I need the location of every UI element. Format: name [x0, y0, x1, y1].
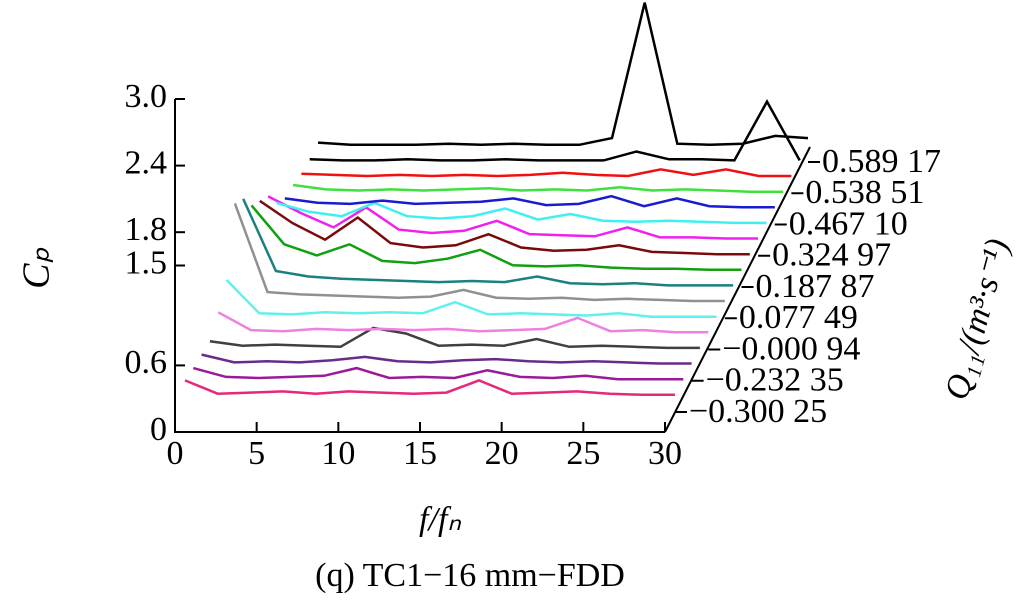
z-tick-label: 0.467 10	[789, 205, 908, 242]
z-tick-label: 0.187 87	[756, 268, 875, 305]
depth-axis	[664, 146, 811, 433]
z-tick-label: 0.538 51	[805, 174, 924, 211]
spectrum-line	[184, 379, 675, 397]
spectrum-line	[292, 183, 784, 193]
x-axis-label: f/fₙ	[419, 501, 461, 538]
z-tick-label: 0.077 49	[739, 299, 858, 336]
y-tick-label: 0	[150, 411, 167, 448]
x-tick-label: 10	[321, 435, 355, 472]
x-tick-label: 0	[167, 435, 184, 472]
spectrum-line	[317, 2, 809, 147]
z-tick-label: 0.589 17	[822, 143, 941, 180]
spectrum-line	[250, 204, 742, 272]
y-tick-label: 2.4	[125, 144, 168, 181]
spectrum-line	[201, 353, 692, 365]
caption: (q) TC1−16 mm−FDD	[315, 557, 625, 594]
x-tick-label: 15	[403, 435, 437, 472]
z-tick-label: −0.000 94	[722, 330, 860, 367]
spectrum-line	[217, 311, 709, 334]
y-axis-label: Cₚ	[16, 246, 58, 288]
z-tick-label: −0.232 35	[706, 362, 844, 399]
spectrum-line	[284, 194, 775, 209]
spectrum-line	[209, 326, 700, 350]
spectrum-line	[301, 168, 792, 178]
z-axis-label: Q₁₁/(m³·s⁻¹)	[938, 235, 1016, 404]
x-tick-label: 25	[566, 435, 600, 472]
y-tick-label: 0.6	[125, 344, 168, 381]
spectrum-line	[192, 366, 684, 381]
spectrum-line	[225, 279, 717, 318]
spectrum-line	[309, 99, 801, 162]
y-tick-label: 1.8	[125, 211, 168, 248]
y-tick-label: 1.5	[125, 244, 168, 281]
spectrum-line	[242, 198, 734, 287]
z-tick-label: 0.324 97	[772, 237, 891, 274]
spectrum-line	[259, 199, 750, 256]
spectrum-line	[267, 195, 759, 240]
spectrum-line	[233, 202, 725, 303]
x-tick-label: 5	[248, 435, 265, 472]
x-tick-label: 30	[648, 435, 682, 472]
x-tick-label: 20	[485, 435, 519, 472]
y-tick-label: 3.0	[125, 78, 168, 115]
spectrum-line	[276, 201, 767, 225]
z-tick-label: −0.300 25	[689, 393, 827, 430]
